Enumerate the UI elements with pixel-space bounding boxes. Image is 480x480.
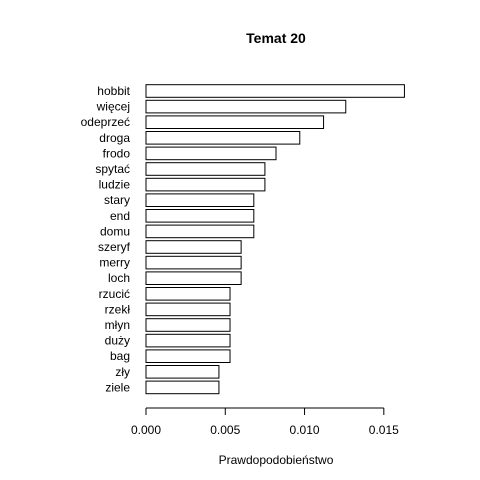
bar-14 [145,302,231,317]
category-label-18: zły [115,365,130,379]
category-label-5: spytać [95,162,130,176]
category-label-3: droga [99,131,130,145]
category-label-13: rzucić [99,287,130,301]
category-label-1: więcej [96,100,130,114]
category-label-14: rzekł [105,302,131,316]
category-label-19: ziele [105,380,130,394]
category-label-0: hobbit [97,84,130,98]
category-label-10: szeryf [98,240,131,254]
x-tick-label-1: 0.005 [210,423,240,437]
bar-6 [145,177,266,192]
category-label-9: domu [100,224,130,238]
category-label-2: odeprzeć [81,115,130,129]
x-axis-label: Prawdopodobieństwo [219,453,334,467]
category-label-8: end [110,209,130,223]
bar-3 [145,131,301,145]
x-tick-label-2: 0.010 [290,423,320,437]
category-label-6: ludzie [99,178,131,192]
category-label-4: frodo [103,146,131,160]
category-label-7: stary [104,193,130,207]
bar-9 [145,224,255,239]
bar-2 [145,115,325,130]
category-label-15: młyn [105,318,130,332]
bar-19 [145,380,220,395]
bar-8 [145,209,255,223]
category-label-11: merry [99,256,130,270]
bar-16 [145,333,231,348]
x-tick-label-0: 0.000 [131,423,161,437]
bar-10 [145,240,242,254]
x-tick-label-3: 0.015 [369,423,399,437]
bar-18 [145,365,220,379]
bar-5 [145,162,266,176]
category-label-17: bag [110,349,130,363]
bar-17 [145,349,231,363]
bars-group [145,84,405,395]
bar-11 [145,255,242,270]
bar-15 [145,318,231,332]
chart-title: Temat 20 [246,30,306,46]
x-axis: 0.000 0.005 0.010 0.015 [131,407,399,437]
bar-12 [145,271,242,285]
bar-0 [145,84,405,98]
category-label-12: loch [108,271,130,285]
bar-13 [145,287,231,301]
bar-7 [145,193,255,207]
bar-1 [145,99,347,114]
bar-4 [145,146,277,161]
category-label-16: duży [105,334,130,348]
